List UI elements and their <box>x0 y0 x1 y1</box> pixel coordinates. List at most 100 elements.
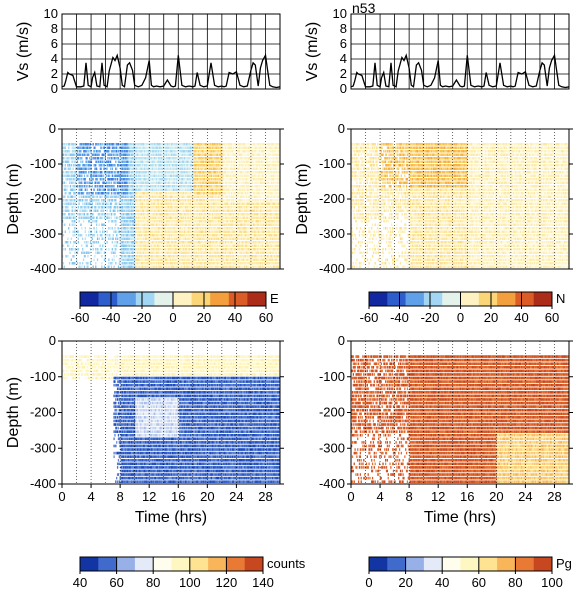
heatmap-cell <box>239 167 241 171</box>
heatmap-cell <box>73 209 75 213</box>
heatmap-cell <box>203 195 205 199</box>
heatmap-cell <box>78 192 80 195</box>
heatmap-cell <box>226 185 229 188</box>
heatmap-cell <box>62 213 64 216</box>
heatmap-cell <box>188 160 190 164</box>
heatmap-cell <box>211 181 213 185</box>
heatmap-cell <box>266 157 268 160</box>
heatmap-cell <box>81 195 83 199</box>
heatmap-cell <box>209 192 211 195</box>
heatmap-cell <box>162 209 164 213</box>
heatmap-cell <box>251 160 253 164</box>
heatmap-cell <box>262 206 264 209</box>
heatmap-cell <box>180 171 182 174</box>
heatmap-cell <box>234 216 236 220</box>
heatmap-cell <box>225 213 227 216</box>
heatmap-cell <box>177 185 179 188</box>
heatmap-cell <box>262 174 264 178</box>
heatmap-cell <box>156 153 158 157</box>
heatmap-cell <box>83 181 86 185</box>
heatmap-cell <box>200 181 202 185</box>
heatmap-cell <box>124 199 127 202</box>
heatmap-cell <box>189 192 191 195</box>
heatmap-cell <box>106 174 108 178</box>
heatmap-cell <box>197 213 199 216</box>
heatmap-cell <box>217 157 219 160</box>
heatmap-cell <box>253 206 256 209</box>
heatmap-cell <box>169 164 171 167</box>
heatmap-cell <box>116 206 118 209</box>
heatmap-cell <box>106 150 108 153</box>
heatmap-cell <box>150 216 152 220</box>
heatmap-cell <box>177 209 179 213</box>
heatmap-cell <box>76 178 79 181</box>
heatmap-cell <box>84 143 86 146</box>
heatmap-cell <box>251 185 253 188</box>
heatmap-cell <box>146 206 148 209</box>
heatmap-cell <box>233 206 236 209</box>
heatmap-cell <box>104 150 106 153</box>
heatmap-cell <box>191 153 194 157</box>
heatmap-cell <box>171 157 174 160</box>
heatmap-cell <box>71 195 73 199</box>
heatmap-cell <box>126 150 128 153</box>
heatmap-cell <box>233 174 236 178</box>
heatmap-cell <box>197 181 199 185</box>
heatmap-cell <box>104 213 106 216</box>
heatmap-cell <box>157 213 160 216</box>
heatmap-cell <box>209 167 211 171</box>
heatmap-cell <box>89 174 92 178</box>
heatmap-cell <box>171 178 174 181</box>
heatmap-cell <box>100 192 102 195</box>
heatmap-cell <box>77 202 79 206</box>
heatmap-cell <box>89 199 92 202</box>
heatmap-cell <box>227 171 229 174</box>
heatmap-cell <box>188 188 190 192</box>
heatmap-cell <box>111 167 113 171</box>
heatmap-cell <box>191 216 193 220</box>
heatmap-cell <box>130 174 133 178</box>
heatmap-cell <box>211 185 214 188</box>
heatmap-cell <box>256 209 258 213</box>
heatmap-cell <box>188 167 190 171</box>
heatmap-cell <box>273 143 275 146</box>
heatmap-cell <box>118 195 120 199</box>
heatmap-cell <box>91 174 93 178</box>
heatmap-cell <box>72 181 74 185</box>
heatmap-cell <box>175 160 177 164</box>
heatmap-cell <box>182 153 184 157</box>
heatmap-cell <box>164 206 166 209</box>
heatmap-cell <box>270 195 272 199</box>
heatmap-cell <box>236 174 238 178</box>
heatmap-cell <box>226 181 229 185</box>
heatmap-cell <box>252 143 254 146</box>
heatmap-cell <box>114 171 116 174</box>
heatmap-cell <box>232 181 235 185</box>
heatmap-cell <box>222 171 224 174</box>
heatmap-cell <box>137 157 140 160</box>
heatmap-cell <box>251 164 253 167</box>
heatmap-cell <box>68 157 70 160</box>
heatmap-cell <box>246 213 249 216</box>
heatmap-cell <box>62 160 65 164</box>
heatmap-cell <box>222 150 224 153</box>
heatmap-cell <box>250 174 252 178</box>
heatmap-cell <box>187 157 189 160</box>
heatmap-cell <box>210 143 212 146</box>
heatmap-cell <box>164 174 166 178</box>
heatmap-cell <box>272 178 274 181</box>
heatmap-cell <box>131 146 134 150</box>
heatmap-cell <box>259 150 262 153</box>
heatmap-cell <box>257 206 259 209</box>
heatmap-cell <box>211 206 214 209</box>
heatmap-cell <box>222 153 224 157</box>
heatmap-cell <box>271 181 273 185</box>
heatmap-cell <box>251 188 253 192</box>
heatmap-cell <box>238 195 240 199</box>
heatmap-cell <box>141 216 143 220</box>
heatmap-cell <box>164 213 167 216</box>
heatmap-cell <box>175 216 177 220</box>
heatmap-cell <box>62 199 65 202</box>
heatmap-cell <box>101 146 103 150</box>
heatmap-cell <box>179 188 181 192</box>
